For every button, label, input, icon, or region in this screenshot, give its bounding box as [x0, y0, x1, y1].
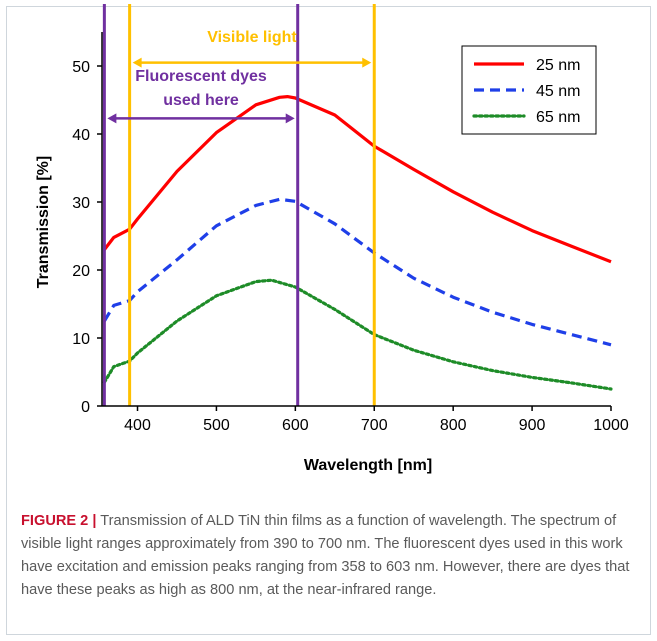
- reference-lines: [102, 4, 376, 406]
- figure-caption: FIGURE 2 | Transmission of ALD TiN thin …: [21, 510, 641, 602]
- legend-label-3: 65 nm: [536, 109, 580, 126]
- figure-label: FIGURE 2 |: [21, 513, 97, 529]
- annotation-arrowhead-left-1: [132, 57, 142, 68]
- series-line-3: [102, 278, 613, 391]
- x-axis-label: Wavelength [nm]: [304, 457, 432, 474]
- caption-text: Transmission of ALD TiN thin films as a …: [21, 513, 630, 598]
- legend: 25 nm 45 nm 65 nm: [461, 45, 597, 135]
- y-tick-label-40: 40: [72, 127, 90, 144]
- annotations: Visible light Fluorescent dyes used here: [107, 29, 372, 124]
- annotation-label-2-line-2: used here: [163, 92, 239, 109]
- legend-box: [461, 45, 597, 135]
- y-tick-label-10: 10: [72, 331, 90, 348]
- y-tick-label-20: 20: [72, 263, 90, 280]
- x-tick-label-700: 700: [361, 417, 388, 434]
- x-tick-label-500: 500: [203, 417, 230, 434]
- legend-label-2: 45 nm: [536, 83, 580, 100]
- y-tick-label-50: 50: [72, 59, 90, 76]
- y-tick-label-30: 30: [72, 195, 90, 212]
- y-tick-label-0: 0: [81, 399, 90, 416]
- annotation-label-1: Visible light: [207, 29, 297, 46]
- annotation-arrowhead-right-1: [362, 57, 372, 68]
- x-tick-label-800: 800: [440, 417, 467, 434]
- y-axis-label: Transmission [%]: [35, 156, 52, 288]
- series-line-1: [103, 94, 612, 264]
- series-lines: [102, 94, 613, 391]
- x-tick-label-1000: 1000: [593, 417, 629, 434]
- x-tick-label-400: 400: [124, 417, 151, 434]
- x-tick-label-600: 600: [282, 417, 309, 434]
- annotation-label-2-line-1: Fluorescent dyes: [135, 68, 267, 85]
- transmission-chart: Visible light Fluorescent dyes used here 4…: [35, 4, 629, 474]
- annotation-arrowhead-left-2: [107, 113, 117, 124]
- axes: 400 500 600 700 800 900 1000 0 10 20 30 40 50: [72, 32, 629, 434]
- x-tick-label-900: 900: [519, 417, 546, 434]
- annotation-arrowhead-right-2: [285, 113, 295, 124]
- legend-label-1: 25 nm: [536, 57, 580, 74]
